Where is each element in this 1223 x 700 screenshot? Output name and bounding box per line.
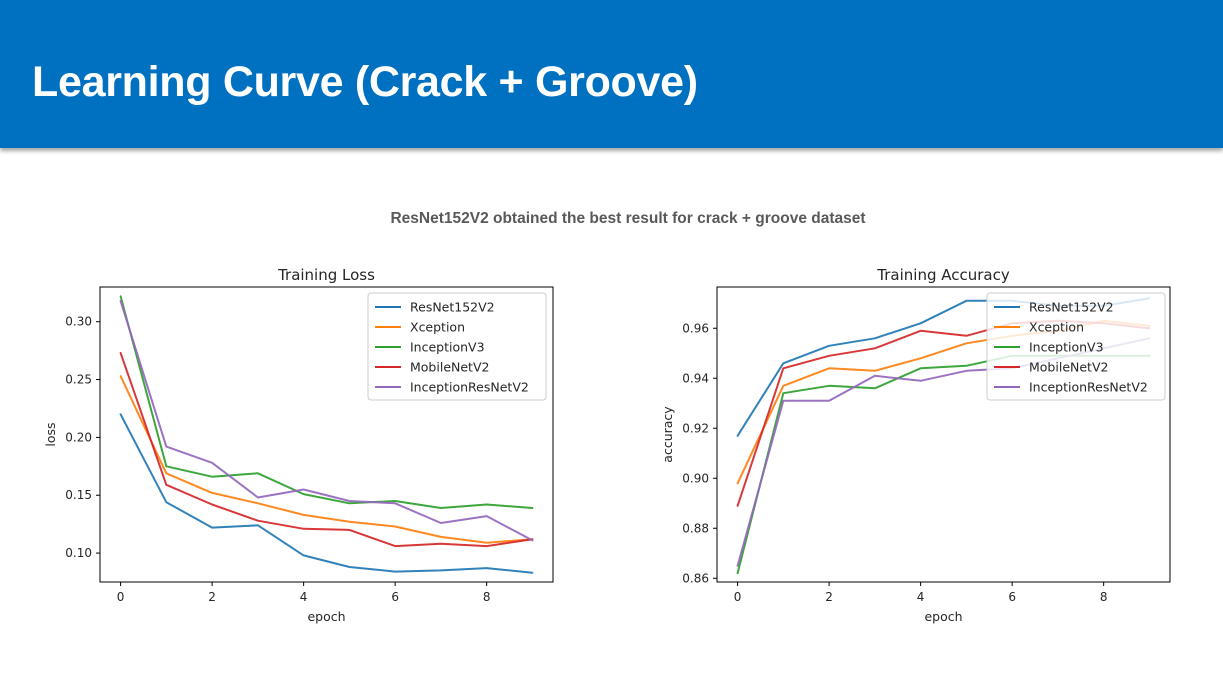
legend-label: Xception xyxy=(410,320,465,335)
y-tick-label: 0.30 xyxy=(65,315,92,329)
y-tick-label: 0.20 xyxy=(65,430,92,444)
legend-label: InceptionResNetV2 xyxy=(410,380,529,395)
y-tick-label: 0.92 xyxy=(682,421,709,435)
series-line-inceptionv3 xyxy=(119,295,534,509)
legend-label: InceptionV3 xyxy=(410,340,485,355)
legend-label: InceptionResNetV2 xyxy=(1029,380,1148,395)
legend-label: MobileNetV2 xyxy=(1029,360,1108,375)
y-tick-label: 0.88 xyxy=(682,521,709,535)
x-tick-label: 2 xyxy=(208,590,216,604)
slide-title: Learning Curve (Crack + Groove) xyxy=(32,58,698,106)
x-tick-label: 6 xyxy=(391,590,399,604)
x-tick-label: 0 xyxy=(117,590,125,604)
series-line-resnet152v2 xyxy=(119,413,534,574)
legend-label: ResNet152V2 xyxy=(1029,300,1114,315)
y-tick-label: 0.96 xyxy=(682,321,709,335)
plot-frame xyxy=(99,286,554,583)
y-tick-label: 0.15 xyxy=(65,488,92,502)
legend-label: ResNet152V2 xyxy=(410,300,495,315)
x-tick-label: 4 xyxy=(300,590,308,604)
slide-header: Learning Curve (Crack + Groove) xyxy=(0,0,1223,148)
plot-frame xyxy=(716,286,1171,583)
y-axis-label: loss xyxy=(43,422,58,446)
series-line-mobilenetv2 xyxy=(119,351,534,548)
series-line-xception xyxy=(119,375,534,544)
y-tick-label: 0.94 xyxy=(682,371,709,385)
x-tick-label: 2 xyxy=(825,590,833,604)
x-tick-label: 0 xyxy=(734,590,742,604)
y-tick-label: 0.86 xyxy=(682,571,709,585)
x-axis-label: epoch xyxy=(924,609,962,624)
slide-subtitle: ResNet152V2 obtained the best result for… xyxy=(390,210,866,227)
chart-title: Training Accuracy xyxy=(876,266,1010,284)
y-tick-label: 0.10 xyxy=(65,546,92,560)
y-tick-label: 0.25 xyxy=(65,373,92,387)
y-tick-label: 0.90 xyxy=(682,471,709,485)
x-tick-label: 8 xyxy=(1100,590,1108,604)
chart-title: Training Loss xyxy=(277,266,375,284)
legend-box xyxy=(367,292,547,401)
legend-box xyxy=(986,292,1166,401)
legend-label: Xception xyxy=(1029,320,1084,335)
x-tick-label: 6 xyxy=(1008,590,1016,604)
x-tick-label: 4 xyxy=(917,590,925,604)
series-line-inceptionresnetv2 xyxy=(119,299,534,542)
legend-label: InceptionV3 xyxy=(1029,340,1104,355)
y-axis-label: accuracy xyxy=(660,406,675,463)
x-axis-label: epoch xyxy=(307,609,345,624)
x-tick-label: 8 xyxy=(483,590,491,604)
legend-label: MobileNetV2 xyxy=(410,360,489,375)
